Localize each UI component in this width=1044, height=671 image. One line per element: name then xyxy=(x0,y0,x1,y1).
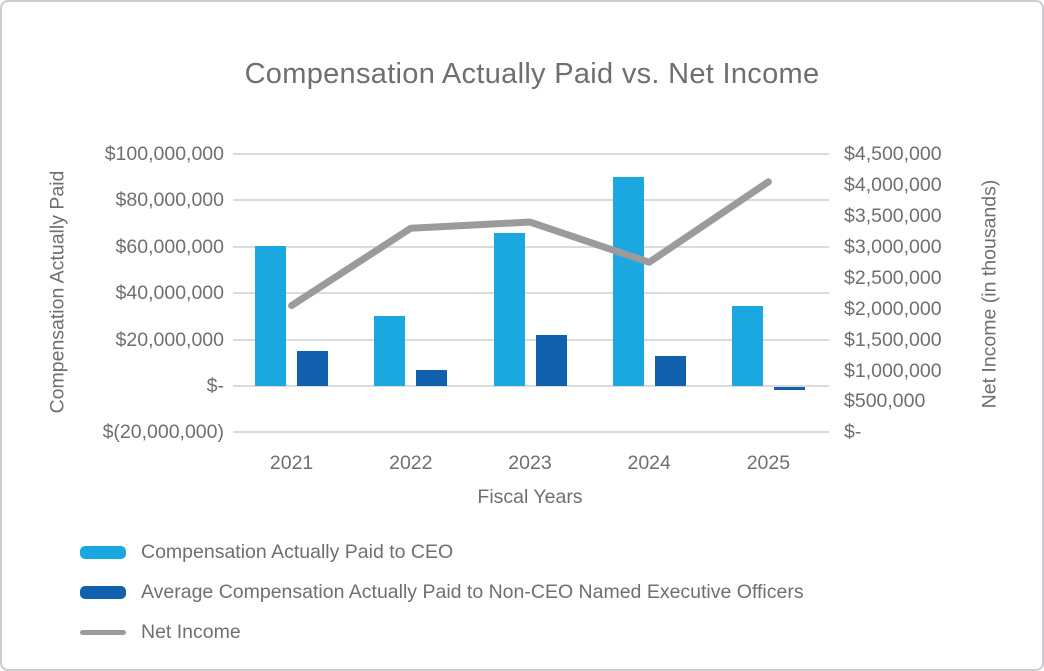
legend-swatch-nonceo-compensation xyxy=(80,586,126,599)
right-axis-tick-label: $- xyxy=(844,421,862,444)
x-axis-tick-label: 2025 xyxy=(746,452,791,474)
right-axis-tick-label: $3,500,000 xyxy=(844,204,942,227)
left-axis-tick-label: $40,000,000 xyxy=(115,282,224,305)
gridline xyxy=(233,385,829,387)
left-axis-tick-label: $80,000,000 xyxy=(115,189,224,212)
bar-ceo-compensation xyxy=(731,305,763,386)
legend-item-net-income: Net Income xyxy=(80,619,804,646)
right-axis-tick-label: $500,000 xyxy=(844,390,926,413)
x-axis-tick-label: 2021 xyxy=(269,452,314,474)
right-axis-title: Net Income (in thousands) xyxy=(978,179,1001,409)
gridline xyxy=(233,292,829,295)
right-axis-tick-label: $2,500,000 xyxy=(844,266,942,289)
bar-ceo-compensation xyxy=(612,177,644,386)
legend: Compensation Actually Paid to CEO Averag… xyxy=(80,539,804,659)
bar-nonceo-compensation xyxy=(654,355,686,386)
bar-ceo-compensation xyxy=(493,232,525,386)
bar-ceo-compensation xyxy=(374,316,406,386)
bar-ceo-compensation xyxy=(255,245,287,386)
right-axis-tick-label: $1,500,000 xyxy=(844,328,942,351)
right-axis-tick-label: $4,000,000 xyxy=(844,173,942,196)
legend-label-nonceo-compensation: Average Compensation Actually Paid to No… xyxy=(141,581,804,603)
x-axis-tick-label: 2024 xyxy=(627,452,671,474)
bar-nonceo-compensation xyxy=(297,351,329,386)
left-axis-tick-label: $- xyxy=(206,375,224,397)
bar-nonceo-compensation xyxy=(535,334,567,386)
left-axis-tick-label: $100,000,000 xyxy=(104,143,224,165)
x-axis-tick-label: 2023 xyxy=(508,452,552,474)
right-axis-tick-label: $2,000,000 xyxy=(844,297,942,320)
right-axis-tick-label: $1,000,000 xyxy=(844,359,942,382)
legend-item-nonceo-compensation: Average Compensation Actually Paid to No… xyxy=(80,579,804,606)
chart-title: Compensation Actually Paid vs. Net Incom… xyxy=(244,58,820,90)
left-axis-tick-label: $(20,000,000) xyxy=(102,421,224,444)
gridline xyxy=(233,338,829,341)
gridline xyxy=(233,431,829,434)
x-axis-title: Fiscal Years xyxy=(477,486,583,508)
legend-swatch-ceo-compensation xyxy=(80,546,126,559)
legend-label-ceo-compensation: Compensation Actually Paid to CEO xyxy=(141,541,454,563)
bar-nonceo-compensation xyxy=(416,369,448,386)
left-axis-tick-label: $60,000,000 xyxy=(115,235,224,258)
x-axis-tick-label: 2022 xyxy=(389,452,433,474)
bar-nonceo-compensation xyxy=(773,387,805,390)
gridline xyxy=(233,199,829,202)
gridline xyxy=(233,153,829,155)
legend-swatch-net-income-line xyxy=(80,630,126,635)
legend-label-net-income: Net Income xyxy=(141,621,241,643)
legend-item-ceo-compensation: Compensation Actually Paid to CEO xyxy=(80,539,804,566)
right-axis-tick-label: $3,000,000 xyxy=(844,235,942,258)
left-axis-tick-label: $20,000,000 xyxy=(115,328,224,351)
right-axis-tick-label: $4,500,000 xyxy=(844,143,942,165)
gridline xyxy=(233,245,829,248)
